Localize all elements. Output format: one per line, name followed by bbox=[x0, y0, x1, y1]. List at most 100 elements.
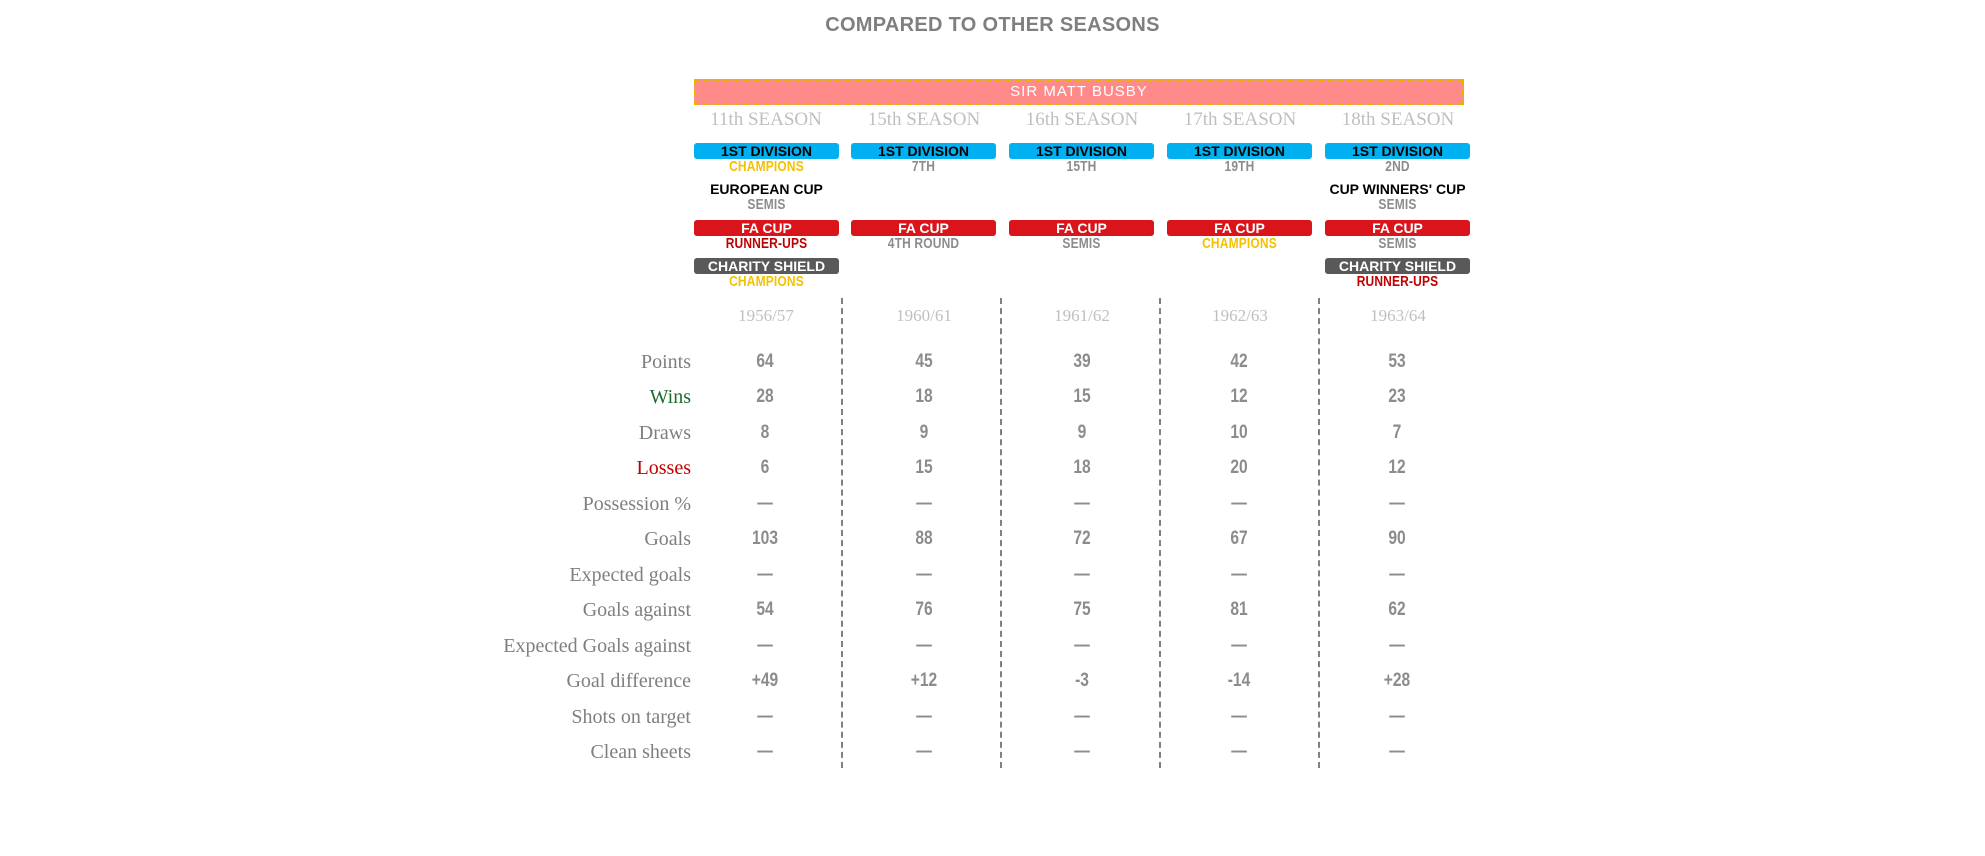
stat-possession: — bbox=[1074, 493, 1090, 514]
season-label-3: 16th SEASON bbox=[1025, 109, 1139, 130]
stat-points: 53 bbox=[1388, 351, 1406, 372]
fa-cup-label: FA CUP bbox=[1167, 220, 1312, 236]
stat-losses: 20 bbox=[1230, 457, 1248, 478]
stat-losses: 12 bbox=[1388, 457, 1406, 478]
shield-label: CHARITY SHIELD bbox=[694, 258, 839, 274]
stat-xga: — bbox=[916, 635, 932, 656]
stat-clean-sheets: — bbox=[1389, 741, 1405, 762]
row-label-goal-diff: Goal difference bbox=[566, 670, 691, 692]
row-label-xga: Expected Goals against bbox=[503, 635, 691, 657]
stat-wins: 15 bbox=[1073, 386, 1091, 407]
season-year: 1962/63 bbox=[1212, 306, 1268, 325]
stat-xga: — bbox=[1074, 635, 1090, 656]
stat-shots-on-target: — bbox=[1074, 706, 1090, 727]
stat-possession: — bbox=[1231, 493, 1247, 514]
fa-cup-label: FA CUP bbox=[1009, 220, 1154, 236]
shield-label: CHARITY SHIELD bbox=[1325, 258, 1470, 274]
fa-cup-result: 4TH ROUND bbox=[887, 235, 960, 252]
stat-possession: — bbox=[916, 493, 932, 514]
stat-points: 45 bbox=[915, 351, 933, 372]
row-label-goals-against: Goals against bbox=[582, 599, 691, 621]
stat-goals-against: 81 bbox=[1230, 599, 1248, 620]
stat-xga: — bbox=[757, 635, 773, 656]
stat-wins: 18 bbox=[915, 386, 933, 407]
europe-result: SEMIS bbox=[747, 196, 786, 213]
row-label-xg: Expected goals bbox=[569, 564, 691, 586]
stat-xg: — bbox=[1389, 564, 1405, 585]
stat-clean-sheets: — bbox=[1231, 741, 1247, 762]
row-label-shots-on-target: Shots on target bbox=[571, 706, 691, 728]
stat-goal-diff: +49 bbox=[751, 670, 779, 691]
fa-cup-result: RUNNER-UPS bbox=[725, 235, 808, 252]
shield-result: CHAMPIONS bbox=[729, 273, 804, 290]
europe-label: EUROPEAN CUP bbox=[694, 181, 839, 197]
stat-points: 42 bbox=[1230, 351, 1248, 372]
stat-draws: 7 bbox=[1392, 422, 1402, 443]
stat-losses: 18 bbox=[1073, 457, 1091, 478]
row-label-clean-sheets: Clean sheets bbox=[590, 741, 691, 763]
stat-xga: — bbox=[1389, 635, 1405, 656]
shield-result: RUNNER-UPS bbox=[1356, 273, 1439, 290]
row-label-points: Points bbox=[640, 351, 691, 373]
stat-points: 39 bbox=[1073, 351, 1091, 372]
row-label-draws: Draws bbox=[638, 422, 691, 444]
season-label-1: 11th SEASON bbox=[710, 109, 822, 130]
europe-result: SEMIS bbox=[1378, 196, 1417, 213]
division-label: 1ST DIVISION bbox=[1167, 143, 1312, 159]
stat-goals: 103 bbox=[751, 528, 778, 549]
fa-cup-label: FA CUP bbox=[851, 220, 996, 236]
division-result: 19TH bbox=[1224, 158, 1255, 175]
division-label: 1ST DIVISION bbox=[1325, 143, 1470, 159]
stat-possession: — bbox=[1389, 493, 1405, 514]
season-year: 1960/61 bbox=[896, 306, 952, 325]
row-label-wins: Wins bbox=[649, 386, 691, 408]
stat-clean-sheets: — bbox=[757, 741, 773, 762]
stat-goals: 72 bbox=[1073, 528, 1091, 549]
stat-xg: — bbox=[757, 564, 773, 585]
stat-clean-sheets: — bbox=[1074, 741, 1090, 762]
stat-clean-sheets: — bbox=[916, 741, 932, 762]
stat-goal-diff: -3 bbox=[1075, 670, 1089, 691]
manager-banner: SIR MATT BUSBY bbox=[694, 79, 1464, 105]
stat-shots-on-target: — bbox=[1231, 706, 1247, 727]
stat-xg: — bbox=[1231, 564, 1247, 585]
stat-goals: 88 bbox=[915, 528, 933, 549]
fa-cup-result: SEMIS bbox=[1062, 235, 1101, 252]
stat-goal-diff: +28 bbox=[1383, 670, 1411, 691]
stat-goals-against: 62 bbox=[1388, 599, 1406, 620]
division-result: CHAMPIONS bbox=[729, 158, 804, 175]
season-label-2: 15th SEASON bbox=[867, 109, 981, 130]
column-divider bbox=[1318, 298, 1320, 768]
stat-goals-against: 75 bbox=[1073, 599, 1091, 620]
stat-shots-on-target: — bbox=[1389, 706, 1405, 727]
stat-wins: 23 bbox=[1388, 386, 1406, 407]
stat-goal-diff: +12 bbox=[910, 670, 938, 691]
fa-cup-label: FA CUP bbox=[694, 220, 839, 236]
division-label: 1ST DIVISION bbox=[1009, 143, 1154, 159]
stat-wins: 28 bbox=[756, 386, 774, 407]
stat-draws: 9 bbox=[1077, 422, 1087, 443]
division-result: 15TH bbox=[1066, 158, 1097, 175]
stat-draws: 8 bbox=[760, 422, 770, 443]
stat-draws: 9 bbox=[919, 422, 929, 443]
division-result: 7TH bbox=[911, 158, 936, 175]
division-label: 1ST DIVISION bbox=[694, 143, 839, 159]
stat-points: 64 bbox=[756, 351, 774, 372]
season-label-4: 17th SEASON bbox=[1183, 109, 1297, 130]
season-year: 1963/64 bbox=[1370, 306, 1426, 325]
stat-goals-against: 54 bbox=[756, 599, 774, 620]
row-label-goals: Goals bbox=[644, 528, 691, 550]
stat-goals: 90 bbox=[1388, 528, 1406, 549]
stat-losses: 6 bbox=[760, 457, 770, 478]
column-divider bbox=[1000, 298, 1002, 768]
stat-draws: 10 bbox=[1230, 422, 1248, 443]
season-label-5: 18th SEASON bbox=[1341, 109, 1455, 130]
stat-xg: — bbox=[1074, 564, 1090, 585]
fa-cup-label: FA CUP bbox=[1325, 220, 1470, 236]
row-label-possession: Possession % bbox=[582, 493, 691, 515]
season-year: 1956/57 bbox=[738, 306, 794, 325]
stat-losses: 15 bbox=[915, 457, 933, 478]
stat-xga: — bbox=[1231, 635, 1247, 656]
division-label: 1ST DIVISION bbox=[851, 143, 996, 159]
stat-possession: — bbox=[757, 493, 773, 514]
